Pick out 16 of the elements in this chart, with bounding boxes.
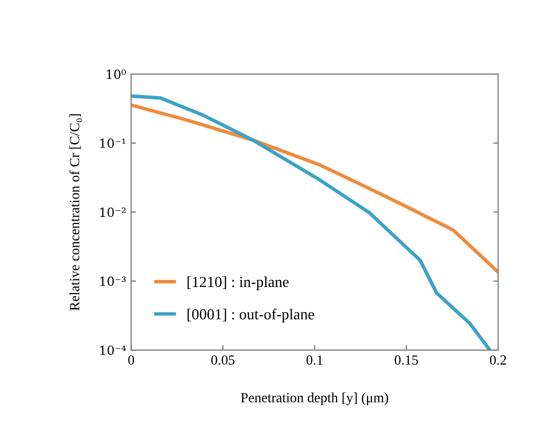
x-axis-title: Penetration depth [y] (μm) [240,392,388,406]
x-tick-label: 0.05 [211,355,235,365]
x-tick-label: 0.1 [306,355,322,365]
x-tick-label: 0.2 [490,355,506,365]
y-tick-label: 10⁻³ [100,276,126,286]
x-tick-label: 0.15 [394,355,418,365]
y-tick-label: 10⁻² [100,208,126,217]
legend-label: [1210] : in-plane [188,276,289,290]
y-tick-label: 10⁻¹ [100,138,126,148]
line-series [131,94,492,350]
line-series [131,103,498,274]
y-tick-label: 10⁻⁴ [100,346,126,356]
y-axis-title: Relative concentration of Cr [C/C₀] [69,114,82,311]
legend-label: [0001] : out-of-plane [188,308,314,323]
y-tick-label: 10⁰ [106,70,126,79]
x-tick-label: 0 [128,355,134,365]
